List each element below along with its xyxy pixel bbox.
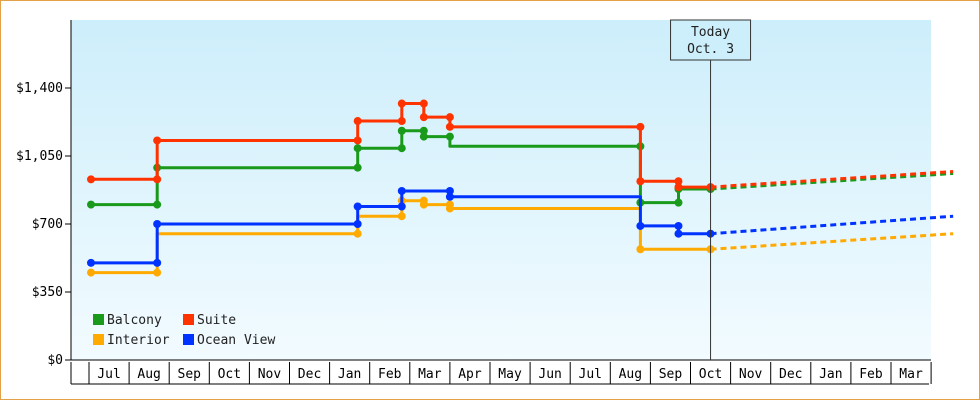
x-tick-label: Jan [819, 367, 842, 382]
data-point-ocean-view [445, 186, 454, 195]
today-date: Oct. 3 [687, 42, 734, 57]
x-tick-label: Oct [218, 367, 241, 382]
legend-label-balcony: Balcony [107, 313, 162, 328]
series-line-ocean-view [91, 189, 711, 265]
x-tick-label: Apr [458, 367, 482, 382]
legend-label-ocean-view: Ocean View [197, 333, 275, 348]
x-tick-label: Jan [338, 367, 361, 382]
data-point-balcony [419, 132, 428, 141]
legend-swatch-ocean-view [183, 334, 194, 345]
data-point-interior [87, 268, 96, 277]
legend-swatch-suite [183, 314, 194, 325]
data-point-balcony [674, 198, 683, 207]
data-point-suite [353, 136, 362, 145]
data-point-ocean-view [153, 258, 162, 267]
today-label: Today [691, 25, 730, 40]
x-tick-label: Nov [258, 367, 282, 382]
x-tick-label: Sep [659, 367, 683, 382]
series-layer [87, 99, 954, 277]
x-tick-label: Sep [178, 367, 202, 382]
data-point-interior [636, 245, 645, 254]
forecast-line-ocean-view [710, 214, 954, 236]
data-point-suite [445, 113, 454, 122]
x-tick-label: Mar [418, 367, 442, 382]
x-axis: Jul Aug Sep Oct Nov Dec Jan Feb Mar Apr May Jun Jul A… [70, 359, 932, 385]
data-point-ocean-view [353, 220, 362, 228]
data-point-balcony [353, 163, 362, 172]
data-point-ocean-view [674, 221, 683, 230]
data-point-suite [445, 122, 454, 131]
plot-background [71, 20, 931, 360]
data-point-suite [636, 177, 645, 186]
x-tick-label: Jun [538, 367, 561, 382]
x-tick-label: Jul [579, 367, 602, 382]
data-point-balcony [445, 132, 454, 141]
data-point-balcony [419, 126, 428, 135]
x-tick-label: Aug [137, 367, 160, 382]
data-point-suite [397, 99, 406, 108]
x-tick-label: Aug [619, 367, 642, 382]
data-point-interior [397, 212, 406, 221]
data-point-ocean-view [353, 202, 362, 211]
data-point-balcony [353, 144, 362, 153]
x-tick-label: Oct [699, 367, 722, 382]
data-point-interior [153, 268, 162, 277]
x-tick-label: Mar [899, 367, 923, 382]
data-point-suite [153, 175, 162, 184]
forecast-line-suite [710, 170, 954, 189]
y-tick-label: $1,400 [16, 81, 63, 96]
data-point-balcony [87, 200, 96, 209]
legend-label-suite: Suite [197, 313, 236, 328]
legend: Balcony Suite Interior Ocean View [93, 313, 275, 348]
series-line-suite [91, 102, 711, 189]
data-point-suite [397, 117, 406, 126]
data-point-suite [353, 117, 362, 126]
x-tick-label: Dec [779, 367, 802, 382]
forecast-line-balcony [710, 171, 954, 191]
y-axis: $0 $350 $700 $1,050 $1,400 [16, 20, 72, 368]
series-line-interior [91, 199, 711, 275]
y-tick-label: $700 [32, 217, 63, 232]
data-point-ocean-view [445, 192, 454, 201]
data-point-suite [674, 183, 683, 192]
x-tick-label: Feb [378, 367, 402, 382]
data-point-suite [674, 177, 683, 186]
data-point-balcony [397, 144, 406, 153]
data-point-suite [153, 136, 162, 145]
legend-label-interior: Interior [107, 333, 170, 348]
x-tick-label: May [498, 367, 522, 382]
x-tick-label: Jul [97, 367, 120, 382]
y-tick-label: $350 [32, 285, 63, 300]
x-tick-label: Dec [298, 367, 321, 382]
data-point-balcony [153, 200, 162, 209]
y-tick-label: $0 [47, 353, 63, 368]
data-point-ocean-view [674, 229, 683, 238]
data-point-ocean-view [153, 220, 162, 228]
data-point-ocean-view [87, 258, 96, 267]
today-box [670, 19, 752, 61]
data-point-suite [419, 113, 428, 122]
x-tick-label: Nov [739, 367, 763, 382]
data-point-balcony [397, 126, 406, 135]
legend-swatch-interior [93, 334, 104, 345]
x-tick-label: Feb [859, 367, 883, 382]
data-point-ocean-view [397, 186, 406, 195]
data-point-interior [353, 229, 362, 238]
data-point-ocean-view [397, 202, 406, 211]
forecast-line-interior [710, 232, 954, 251]
data-point-interior [419, 200, 428, 209]
legend-swatch-balcony [93, 314, 104, 325]
data-point-suite [636, 122, 645, 131]
y-tick-label: $1,050 [16, 149, 63, 164]
data-point-interior [445, 204, 454, 213]
data-point-ocean-view [636, 221, 645, 230]
data-point-suite [419, 99, 428, 108]
data-point-suite [87, 175, 96, 184]
today-marker: Today Oct. 3 [670, 19, 752, 360]
